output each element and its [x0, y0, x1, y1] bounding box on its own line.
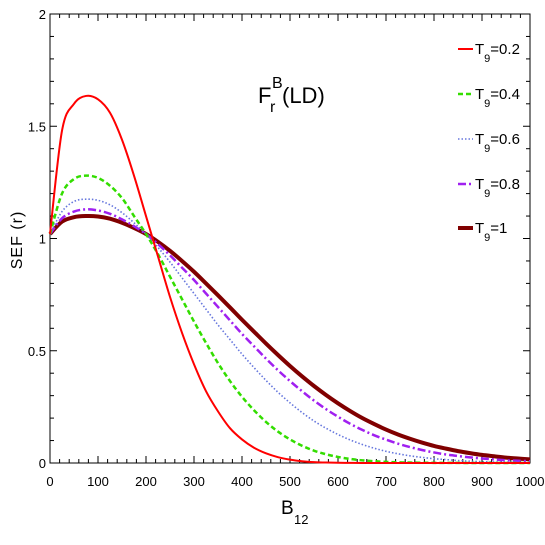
x-tick-label: 300 — [183, 474, 205, 489]
annotation-sup: B — [272, 75, 283, 92]
y-tick-label: 1.5 — [28, 119, 46, 134]
chart-annotation: F B r (LD) — [258, 68, 325, 117]
y-axis-label: SEF (r) — [9, 211, 26, 270]
plot-frame — [49, 13, 531, 464]
series-line-2 — [49, 198, 531, 464]
series-line-0 — [49, 94, 530, 465]
y-tick-label: 2 — [39, 7, 46, 22]
legend-entry-2: T9=0.6 — [475, 131, 520, 155]
series-layer — [48, 94, 531, 465]
y-tick-label: 1 — [39, 232, 46, 247]
x-tick-label: 800 — [423, 474, 445, 489]
x-tick-label: 0 — [46, 474, 53, 489]
x-tick-label: 400 — [231, 474, 253, 489]
series-line-3 — [48, 208, 531, 463]
legend-entry-1: T9=0.4 — [475, 86, 520, 110]
tick-labels: 0 100 200 300 400 500 600 700 800 900 1000 0 0.5 1 1.5… — [28, 7, 545, 489]
x-axis-label-main: B — [281, 498, 294, 519]
annotation-main: F — [258, 83, 271, 108]
x-tick-label: 600 — [327, 474, 349, 489]
x-tick-label: 100 — [87, 474, 109, 489]
x-tick-label: 700 — [375, 474, 397, 489]
legend-entry-3: T9=0.8 — [475, 176, 520, 200]
legend-entry-0: T9=0.2 — [475, 41, 520, 65]
x-tick-label: 200 — [135, 474, 157, 489]
tick-marks — [49, 13, 531, 464]
annotation-sub: r — [270, 99, 276, 116]
x-axis-label-sub: 12 — [294, 512, 308, 527]
legend-entry-4: T9=1 — [475, 220, 507, 244]
annotation-suffix: (LD) — [282, 83, 325, 108]
x-tick-label: 900 — [471, 474, 493, 489]
y-tick-label: 0 — [39, 456, 46, 471]
y-tick-label: 0.5 — [28, 344, 46, 359]
x-axis-label: B 12 — [281, 498, 308, 527]
legend: T9=0.2 T9=0.4 T9=0.6 T9=0.8 T9=1 — [458, 41, 520, 244]
x-tick-label: 500 — [279, 474, 301, 489]
x-tick-label: 1000 — [516, 474, 545, 489]
series-line-4 — [48, 214, 531, 462]
